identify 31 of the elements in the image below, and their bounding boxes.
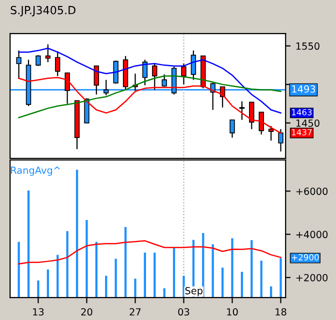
ref-line-label: Sep: [185, 286, 202, 296]
y-tick-label: +2000: [296, 274, 328, 282]
candlestick: [239, 100, 245, 120]
candlestick: [190, 50, 196, 80]
candlestick: [94, 65, 100, 96]
candlestick: [45, 44, 51, 63]
candlestick: [142, 59, 148, 86]
candlestick: [230, 119, 235, 138]
line-series: [18, 48, 282, 114]
chart-title: S.JP.J3405.D: [10, 6, 76, 16]
candlestick: [249, 102, 254, 130]
y-tick-label: 1450: [296, 119, 320, 127]
y-tick-label: 1550: [296, 42, 320, 50]
text: RangAvg^: [11, 166, 60, 176]
x-tick-label: 27: [130, 308, 141, 316]
x-tick-label: 18: [276, 308, 286, 316]
candlestick: [36, 54, 41, 67]
y-tick-label: +4000: [296, 230, 328, 238]
x-tick-label: 13: [33, 308, 44, 316]
x-tick-label: 10: [227, 308, 238, 316]
annotation: 1463: [292, 109, 312, 116]
annotation: 1437: [292, 129, 312, 136]
annotation: +2900: [292, 254, 319, 260]
y-tick-label: +6000: [296, 188, 328, 195]
candlestick: [181, 63, 186, 85]
ref-line-label: 1493: [292, 85, 316, 93]
line-series: [18, 240, 282, 265]
x-tick-label: 20: [81, 308, 92, 316]
x-tick-label: 03: [178, 308, 190, 316]
candlestick: [162, 74, 167, 88]
candlestick: [16, 50, 22, 80]
